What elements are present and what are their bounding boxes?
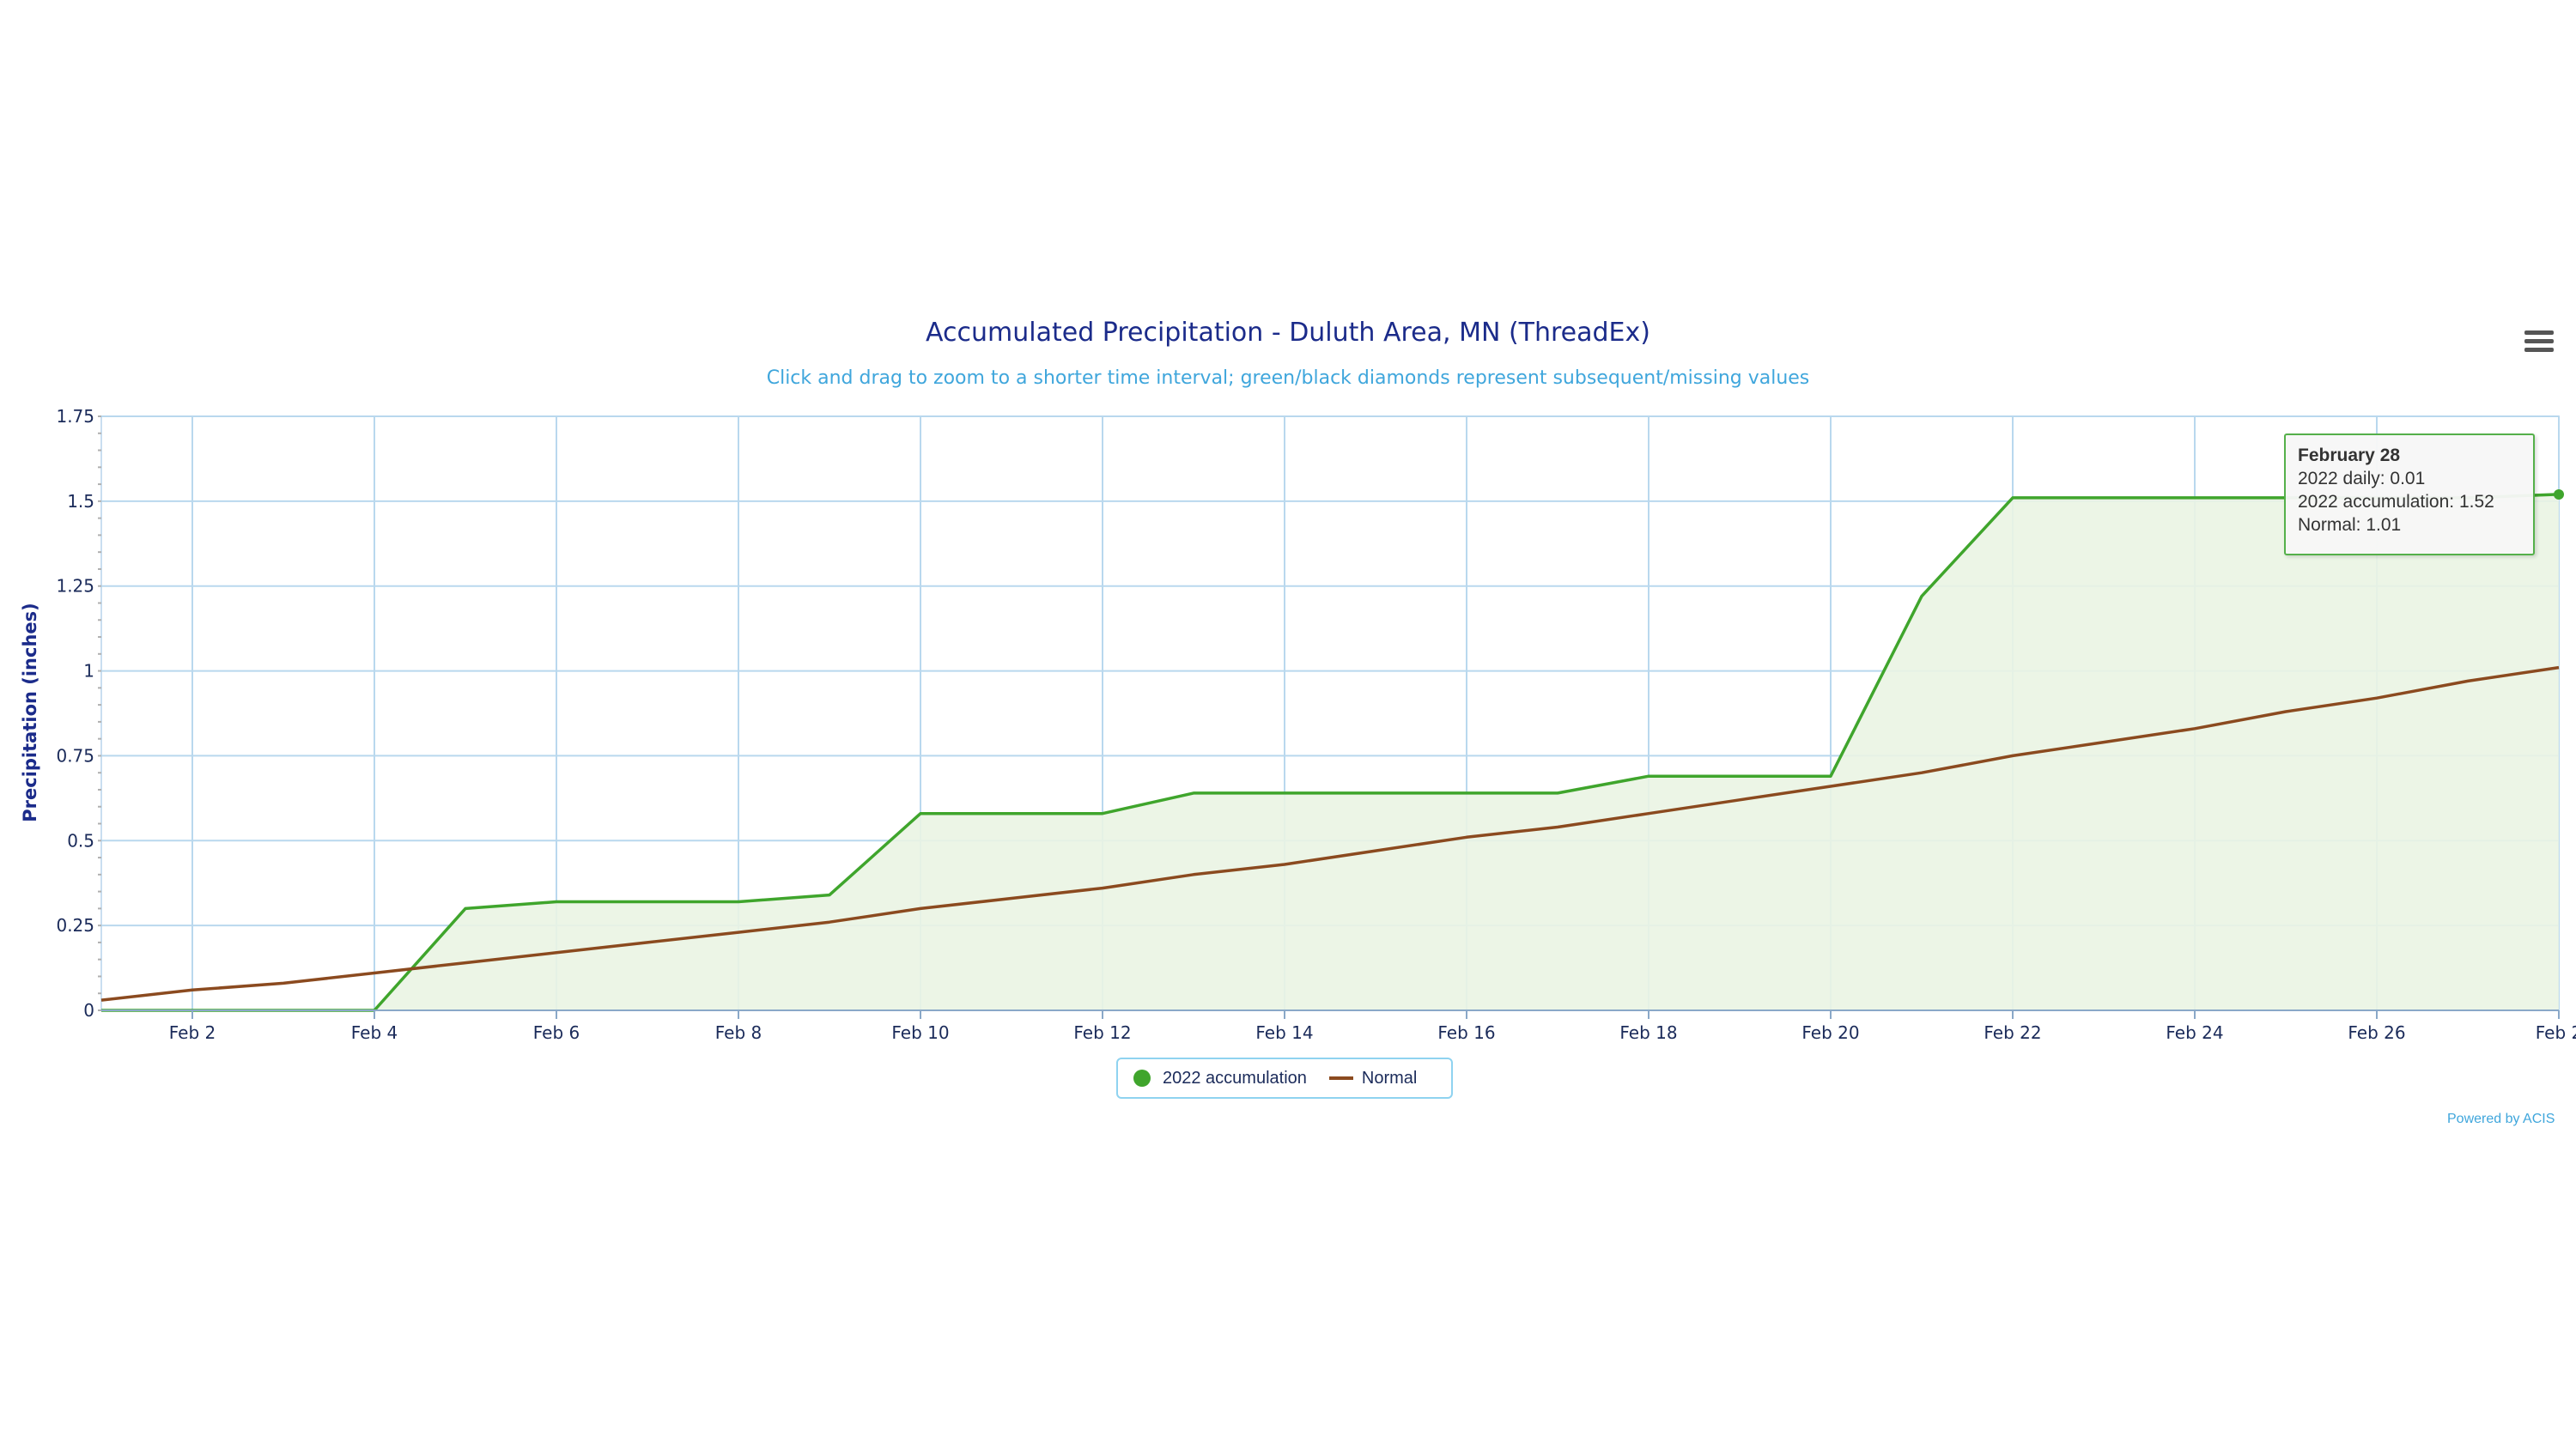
x-tick-label: Feb 6 <box>533 1022 580 1043</box>
data-point <box>100 998 103 1002</box>
hamburger-menu-icon[interactable] <box>2524 330 2554 356</box>
data-point <box>1192 873 1195 876</box>
data-point <box>1920 771 1923 774</box>
brown-line-icon <box>1328 1076 1353 1080</box>
data-point <box>737 931 740 934</box>
tooltip-title: February 28 <box>2298 446 2401 465</box>
area-fill-layer <box>101 494 2559 1010</box>
series-line-0 <box>101 493 2560 1012</box>
chart-subtitle: Click and drag to zoom to a shorter time… <box>766 367 1810 389</box>
data-point <box>2193 496 2196 500</box>
x-tick-label: Feb 26 <box>2348 1022 2405 1043</box>
axes: 0 0.25 0.5 0.75 1 1.25 1.5 1.75 Feb 2 Feb 4 Feb 6 F… <box>56 406 2576 1043</box>
data-point <box>1374 849 1377 852</box>
data-point <box>2193 727 2196 731</box>
data-point <box>2011 496 2014 500</box>
data-point <box>1465 835 1468 839</box>
tooltip-normal: Normal: 1.01 <box>2298 515 2402 535</box>
y-tick-label: 0 <box>83 1000 94 1021</box>
x-tick-label: Feb 2 <box>2536 1022 2576 1043</box>
data-point <box>2102 741 2105 744</box>
data-point <box>1738 774 1741 778</box>
x-tick-label: Feb 10 <box>891 1022 949 1043</box>
x-tick-label: Feb 22 <box>1984 1022 2041 1043</box>
legend-item-normal[interactable]: Normal <box>1322 1069 1417 1088</box>
y-tick-label: 1.5 <box>67 491 94 512</box>
y-tick-label: 0.5 <box>67 830 94 851</box>
legend-item-2022-accumulation[interactable]: 2022 accumulation <box>1133 1069 1307 1088</box>
y-tick-label: 1.25 <box>56 576 94 597</box>
series-lines <box>100 488 2564 1012</box>
x-tick-label: Feb 14 <box>1255 1022 1313 1043</box>
credits-link[interactable]: Powered by ACIS <box>2447 1112 2555 1126</box>
data-point <box>282 981 285 985</box>
data-point <box>737 900 740 903</box>
series-area-0 <box>101 494 2559 1010</box>
chart-title: Accumulated Precipitation - Duluth Area,… <box>926 318 1650 348</box>
series-line-1 <box>100 665 2560 1002</box>
y-tick-label: 0.25 <box>56 915 94 936</box>
data-point <box>646 941 649 944</box>
green-circle-icon <box>1133 1070 1151 1087</box>
data-point <box>2375 696 2379 700</box>
y-tick-label: 0.75 <box>56 745 94 766</box>
data-point <box>1101 887 1104 890</box>
tooltip-accumulation: 2022 accumulation: 1.52 <box>2298 492 2494 512</box>
data-point <box>2284 710 2287 713</box>
legend-label: 2022 accumulation <box>1163 1068 1307 1088</box>
data-point <box>1556 825 1559 828</box>
data-point <box>646 900 649 903</box>
x-tick-label: Feb 18 <box>1619 1022 1677 1043</box>
data-point <box>919 812 922 815</box>
x-tick-label: Feb 24 <box>2166 1022 2223 1043</box>
data-point <box>1192 791 1195 795</box>
tooltip: February 28 2022 daily: 0.01 2022 accumu… <box>2284 433 2535 555</box>
data-point <box>1829 785 1832 788</box>
data-point <box>1010 897 1013 900</box>
data-point <box>1101 812 1104 815</box>
data-point <box>464 961 467 965</box>
x-tick-label: Feb 16 <box>1437 1022 1495 1043</box>
data-point <box>1374 791 1377 795</box>
data-point <box>464 906 467 910</box>
y-tick-label: 1.75 <box>56 406 94 427</box>
data-point <box>1465 791 1468 795</box>
x-tick-label: Feb 2 <box>169 1022 216 1043</box>
data-point <box>2466 679 2470 682</box>
data-point <box>2102 496 2105 500</box>
x-tick-label: Feb 4 <box>351 1022 398 1043</box>
x-tick-label: Feb 12 <box>1073 1022 1131 1043</box>
data-point <box>1647 774 1650 778</box>
data-point <box>919 906 922 910</box>
x-tick-label: Feb 20 <box>1801 1022 1859 1043</box>
data-point <box>2011 754 2014 757</box>
data-point <box>1920 595 1923 598</box>
y-axis-label: Precipitation (inches) <box>20 603 40 822</box>
tooltip-daily: 2022 daily: 0.01 <box>2298 469 2426 488</box>
data-point <box>373 972 376 975</box>
x-tick-label: Feb 8 <box>715 1022 762 1043</box>
data-point <box>1647 812 1650 815</box>
hover-point <box>2554 488 2564 500</box>
data-point <box>1283 863 1286 866</box>
data-point <box>555 951 558 955</box>
legend-label: Normal <box>1361 1068 1418 1088</box>
data-point <box>555 900 558 903</box>
y-tick-label: 1 <box>83 661 94 682</box>
data-point <box>2557 666 2561 670</box>
legend: 2022 accumulation Normal <box>1116 1058 1453 1099</box>
data-point <box>1556 791 1559 795</box>
data-point <box>1829 774 1832 778</box>
data-point <box>191 988 194 991</box>
data-point <box>828 920 831 924</box>
data-point <box>1010 812 1013 815</box>
data-point <box>1283 791 1286 795</box>
data-point <box>1738 798 1741 802</box>
data-point <box>828 894 831 897</box>
